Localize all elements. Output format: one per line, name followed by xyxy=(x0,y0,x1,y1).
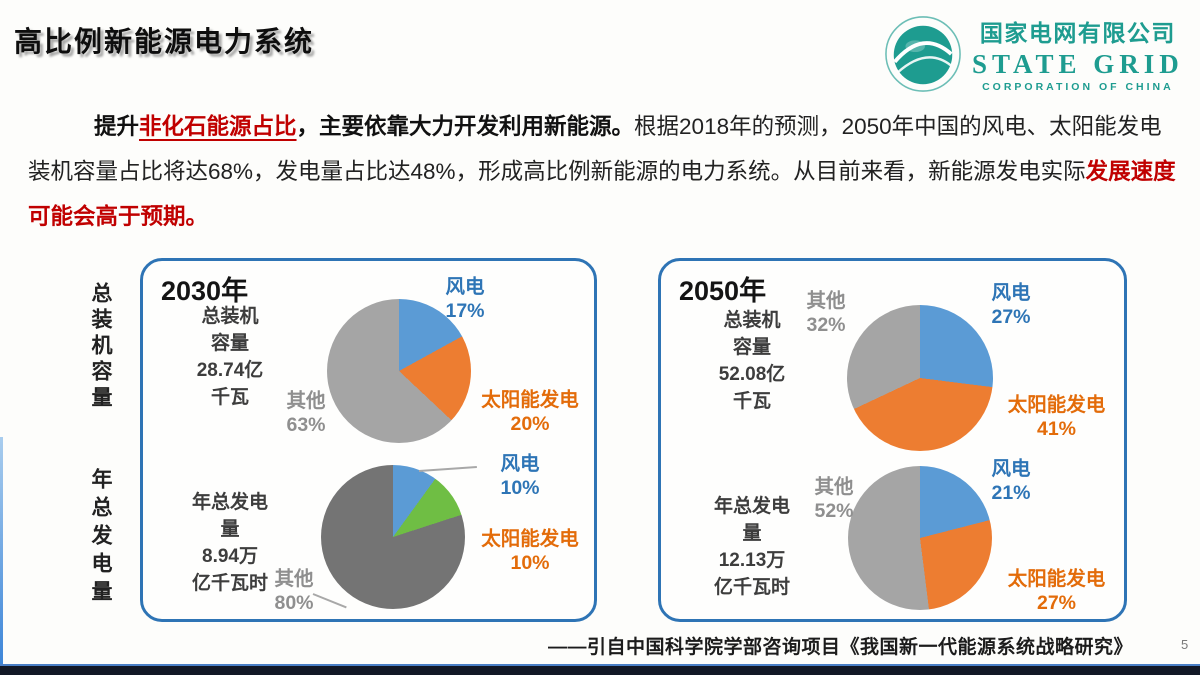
pie-label-text: 风电 xyxy=(445,276,485,298)
stat-line: 容量 xyxy=(732,337,771,358)
citation: ——引自中国科学院学部咨询项目《我国新一代能源系统战略研究》 xyxy=(548,637,1134,658)
left-edge-accent xyxy=(0,437,3,664)
panel-2050-year: 2050年 xyxy=(679,276,767,306)
pie-2050-generation xyxy=(848,466,992,610)
logo-company-subtitle: CORPORATION OF CHINA xyxy=(982,81,1174,93)
state-grid-globe-icon xyxy=(885,15,961,92)
bottom-bar xyxy=(0,664,1200,675)
pie-2030-generation xyxy=(321,465,465,609)
stat-line: 亿千瓦时 xyxy=(713,577,790,598)
stat-line: 年总发电 xyxy=(191,492,268,513)
pie-label-pct: 80% xyxy=(274,592,314,614)
pie-label-wind-2050-generation: 风电 21% xyxy=(961,457,1061,505)
para-bold: ，主要依靠大力开发利用新能源。 xyxy=(296,114,635,139)
pie-label-pct: 10% xyxy=(510,552,550,574)
pie-label-text: 太阳能发电 xyxy=(1007,568,1106,590)
panel-2050: 2050年 总装机 容量 52.08亿 千瓦 年总发电 量 12.13万 亿千瓦… xyxy=(658,258,1127,622)
state-grid-logo: 国家电网有限公司 STATE GRID CORPORATION OF CHINA xyxy=(884,14,1184,93)
stat-line: 亿千瓦时 xyxy=(191,573,268,594)
logo-company-name-en: STATE GRID xyxy=(972,49,1184,79)
pie-label-other-2050-capacity: 其他 32% xyxy=(791,289,861,337)
stat-line: 12.13万 xyxy=(718,550,786,571)
pie-label-pct: 41% xyxy=(1036,418,1077,440)
pie-label-pct: 17% xyxy=(445,300,485,322)
stat-line: 28.74亿 xyxy=(196,360,264,381)
capacity-total-2050: 总装机 容量 52.08亿 千瓦 xyxy=(685,307,819,415)
pie-label-solar-2050-capacity: 太阳能发电 41% xyxy=(989,393,1124,441)
pie-label-pct: 32% xyxy=(806,314,846,336)
para-lead: 提升 xyxy=(94,114,140,139)
pie-label-pct: 20% xyxy=(510,413,550,435)
pie-label-text: 风电 xyxy=(991,282,1031,304)
stat-line: 总装机 xyxy=(201,306,259,327)
stat-line: 年总发电 xyxy=(713,496,790,517)
stat-line: 52.08亿 xyxy=(718,364,786,385)
pie-label-pct: 52% xyxy=(814,500,854,522)
pie-label-text: 太阳能发电 xyxy=(481,389,579,411)
generation-total-2030: 年总发电 量 8.94万 亿千瓦时 xyxy=(157,489,303,597)
pie-label-solar-2030-generation: 太阳能发电 10% xyxy=(465,527,595,575)
pie-label-solar-2050-generation: 太阳能发电 27% xyxy=(989,567,1124,615)
para-red-end: 发展速度可能会高于预期。 xyxy=(28,159,1176,229)
panel-2030: 2030年 总装机 容量 28.74亿 千瓦 年总发电 量 8.94万 亿千瓦时… xyxy=(140,258,597,622)
pie-label-text: 其他 xyxy=(274,568,314,590)
stat-line: 总装机 xyxy=(723,310,781,331)
panel-2030-year: 2030年 xyxy=(161,276,249,306)
pie-label-text: 其他 xyxy=(814,476,854,498)
pie-label-solar-2030-capacity: 太阳能发电 20% xyxy=(465,388,595,436)
pie-label-text: 其他 xyxy=(806,290,846,312)
pie-label-text: 太阳能发电 xyxy=(481,528,579,550)
stat-line: 千瓦 xyxy=(732,391,771,412)
stat-line: 8.94万 xyxy=(202,546,258,567)
para-body: 根据2018年的预测，2050年中国的风电、太阳能发电装机容量占比将达68%，发… xyxy=(28,114,1162,184)
pie-label-pct: 27% xyxy=(1036,592,1077,614)
pie-2030-capacity xyxy=(327,299,471,443)
pie-label-wind-2050-capacity: 风电 27% xyxy=(961,281,1061,329)
pie-2050-capacity xyxy=(847,305,993,451)
pie-label-pct: 27% xyxy=(991,306,1031,328)
row-label-generation: 年总发电量 xyxy=(89,468,112,608)
capacity-total-2030: 总装机 容量 28.74亿 千瓦 xyxy=(163,303,297,411)
intro-paragraph: 提升非化石能源占比，主要依靠大力开发利用新能源。根据2018年的预测，2050年… xyxy=(28,104,1178,239)
stat-line: 千瓦 xyxy=(210,387,249,408)
pie-label-text: 太阳能发电 xyxy=(1007,394,1106,416)
logo-company-name-cn: 国家电网有限公司 xyxy=(979,20,1176,46)
pie-label-pct: 63% xyxy=(286,414,326,436)
pie-label-wind-2030-capacity: 风电 17% xyxy=(415,275,515,323)
generation-total-2050: 年总发电 量 12.13万 亿千瓦时 xyxy=(679,493,825,601)
stat-line: 量 xyxy=(742,523,762,544)
leader-line xyxy=(418,465,477,472)
row-label-capacity: 总装机容量 xyxy=(89,282,112,412)
stat-line: 容量 xyxy=(210,333,249,354)
pie-label-wind-2030-generation: 风电 10% xyxy=(475,452,565,500)
logo-text: 国家电网有限公司 STATE GRID CORPORATION OF CHINA xyxy=(972,14,1184,93)
pie-label-other-2030-capacity: 其他 63% xyxy=(271,389,341,437)
pie-label-text: 其他 xyxy=(286,390,326,412)
page-number: 5 xyxy=(1181,637,1189,652)
pie-label-pct: 21% xyxy=(991,482,1031,504)
pie-label-other-2030-generation: 其他 80% xyxy=(259,567,329,615)
page-title: 高比例新能源电力系统 xyxy=(14,26,315,57)
stat-line: 量 xyxy=(220,519,240,540)
para-red-underline: 非化石能源占比 xyxy=(139,114,297,139)
pie-label-text: 风电 xyxy=(500,453,540,475)
pie-label-other-2050-generation: 其他 52% xyxy=(799,475,869,523)
pie-label-pct: 10% xyxy=(500,477,540,499)
pie-label-text: 风电 xyxy=(991,458,1031,480)
